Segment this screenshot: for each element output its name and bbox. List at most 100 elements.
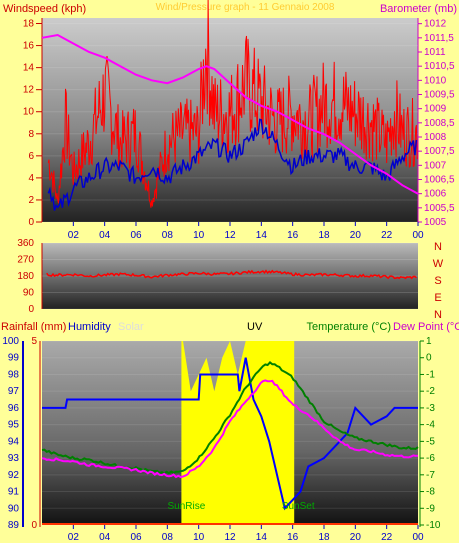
humidity-tick-label: 95	[8, 420, 20, 431]
hour-tick-label: 18	[318, 230, 330, 241]
series-temperature-c	[41, 361, 419, 475]
humidity-tick-label: 91	[8, 487, 20, 498]
barometer-tick-label: 1009	[424, 104, 447, 115]
humidity-tick-label: 92	[8, 470, 20, 481]
humidity-tick-label: 93	[8, 453, 20, 464]
chart-title: Wind/Pressure graph - 11 Gennaio 2008	[156, 2, 335, 13]
windspeed-tick-label: 18	[23, 19, 35, 30]
direction-tick-label: 270	[17, 255, 34, 266]
windspeed-tick-label: 2	[28, 195, 34, 206]
humidity-tick-label: 100	[2, 336, 19, 347]
barometer-tick-label: 1010	[424, 75, 447, 86]
solar-legend: Solar	[118, 321, 144, 333]
temperature-tick-label: -5	[426, 436, 435, 447]
barometer-tick-label: 1011	[424, 47, 446, 58]
series-barometer-mb	[41, 33, 419, 195]
temperature-legend: Temperature (°C)	[307, 321, 391, 333]
humidity-tick-label: 98	[8, 369, 20, 380]
windspeed-tick-label: 14	[23, 63, 35, 74]
series-dew-point-c	[41, 379, 419, 479]
barometer-tick-label: 1005	[424, 217, 447, 228]
hour-tick-label: 12	[224, 532, 236, 543]
barometer-tick-label: 1006,5	[424, 175, 455, 186]
temperature-tick-label: -10	[426, 520, 441, 531]
hour-tick-label: 20	[350, 230, 362, 241]
hour-tick-label: 12	[224, 230, 236, 241]
windspeed-tick-label: 8	[28, 129, 34, 140]
humidity-tick-label: 94	[8, 436, 20, 447]
temperature-tick-label: 1	[426, 336, 432, 347]
temperature-tick-label: -1	[426, 369, 435, 380]
rainfall-tick-label: 0	[31, 520, 37, 531]
direction-tick-label: 180	[17, 271, 34, 282]
hour-tick-label: 06	[130, 532, 142, 543]
barometer-tick-label: 1007	[424, 160, 447, 171]
windspeed-tick-label: 6	[28, 151, 34, 162]
hour-tick-label: 10	[193, 532, 205, 543]
uv-legend: UV	[247, 321, 263, 333]
barometer-tick-label: 1011,5	[424, 33, 454, 44]
barometer-tick-label: 1007,5	[424, 146, 455, 157]
windspeed-tick-label: 4	[28, 173, 34, 184]
hour-tick-label: 02	[68, 230, 80, 241]
temperature-tick-label: -6	[426, 453, 435, 464]
humidity-tick-label: 97	[8, 386, 20, 397]
hour-tick-label: 06	[130, 230, 142, 241]
hour-tick-label: 14	[256, 230, 268, 241]
hour-tick-label: 16	[287, 532, 299, 543]
temperature-tick-label: -3	[426, 403, 435, 414]
series-solar	[181, 341, 295, 525]
windspeed-tick-label: 16	[23, 41, 35, 52]
dewpoint-legend: Dew Point (°C)	[393, 321, 459, 333]
compass-label: W	[433, 258, 444, 270]
compass-label: N	[434, 241, 442, 253]
barometer-tick-label: 1009,5	[424, 90, 455, 101]
barometer-tick-label: 1005,5	[424, 203, 455, 214]
barometer-tick-label: 1010,5	[424, 61, 455, 72]
barometer-tick-label: 1008	[424, 132, 447, 143]
temperature-tick-label: -7	[426, 470, 435, 481]
hour-tick-label: 00	[412, 532, 424, 543]
hour-tick-label: 20	[350, 532, 362, 543]
humidity-tick-label: 89	[8, 520, 20, 531]
hour-tick-label: 08	[162, 230, 174, 241]
temperature-tick-label: -9	[426, 503, 435, 514]
hour-tick-label: 00	[412, 230, 424, 241]
temperature-tick-label: -8	[426, 487, 435, 498]
hour-tick-label: 14	[256, 532, 268, 543]
humidity-tick-label: 96	[8, 403, 20, 414]
direction-tick-label: 360	[17, 238, 34, 249]
windspeed-axis-title: Windspeed (kph)	[3, 3, 86, 15]
hour-tick-label: 22	[381, 532, 393, 543]
temperature-tick-label: -4	[426, 420, 435, 431]
hour-tick-label: 16	[287, 230, 299, 241]
compass-label: S	[434, 275, 441, 287]
hour-tick-label: 22	[381, 230, 393, 241]
temperature-tick-label: 0	[426, 353, 432, 364]
windspeed-tick-label: 10	[23, 107, 35, 118]
hour-tick-label: 18	[318, 532, 330, 543]
direction-tick-label: 90	[23, 288, 35, 299]
direction-tick-label: 0	[28, 304, 34, 315]
series-windspeed-kph	[47, 0, 418, 208]
temperature-tick-label: -2	[426, 386, 435, 397]
sunset-annotation: SunSet	[282, 501, 315, 512]
compass-label: E	[434, 292, 441, 304]
hour-tick-label: 04	[99, 230, 111, 241]
hour-tick-label: 02	[68, 532, 80, 543]
rainfall-legend: Rainfall (mm)	[1, 321, 66, 333]
hour-tick-label: 08	[162, 532, 174, 543]
sunrise-annotation: SunRise	[168, 501, 206, 512]
rainfall-tick-label: 5	[31, 336, 37, 347]
windspeed-tick-label: 0	[28, 217, 34, 228]
barometer-tick-label: 1012	[424, 19, 447, 30]
windspeed-tick-label: 12	[23, 85, 35, 96]
compass-label: N	[434, 309, 442, 321]
humidity-legend: Humidity	[68, 321, 111, 333]
barometer-tick-label: 1008,5	[424, 118, 455, 129]
barometer-tick-label: 1006	[424, 189, 447, 200]
series-humidity	[42, 357, 418, 511]
barometer-axis-title: Barometer (mb)	[380, 3, 457, 15]
humidity-tick-label: 90	[8, 503, 20, 514]
